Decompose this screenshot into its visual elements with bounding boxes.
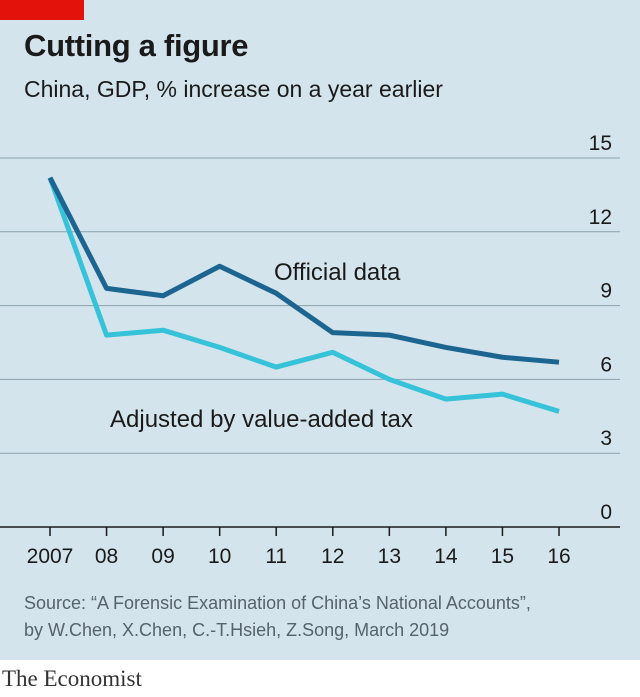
chart-subtitle: China, GDP, % increase on a year earlier — [24, 76, 443, 102]
x-tick-label: 08 — [95, 545, 118, 568]
x-tick-label: 10 — [208, 545, 231, 568]
x-tick-label: 13 — [378, 545, 401, 568]
x-tick-label: 12 — [321, 545, 344, 568]
y-tick-label: 3 — [600, 427, 612, 450]
x-tick-label: 15 — [491, 545, 514, 568]
series-line-official — [47, 176, 560, 365]
y-tick-label: 0 — [600, 501, 612, 524]
x-tick-label: 2007 — [27, 545, 74, 568]
line-chart: 0 3 6 9 12 15 2007 08 09 10 11 12 13 14 15 16 Official… — [0, 132, 620, 568]
series-label-official: Official data — [274, 259, 401, 286]
y-tick-label: 9 — [600, 280, 612, 303]
source-line-2: by W.Chen, X.Chen, C.-T.Hsieh, Z.Song, M… — [24, 620, 450, 640]
source-note: Source: “A Forensic Examination of China… — [24, 590, 624, 644]
brand-wordmark: The Economist — [2, 666, 142, 691]
brand-red-tag — [0, 0, 84, 20]
y-tick-label: 12 — [589, 206, 612, 229]
source-line-1: Source: “A Forensic Examination of China… — [24, 593, 531, 613]
x-tick-label: 16 — [547, 545, 570, 568]
y-tick-label: 6 — [600, 353, 612, 376]
y-tick-label: 15 — [589, 132, 612, 155]
series-line-adjusted — [47, 176, 560, 414]
chart-title: Cutting a figure — [24, 28, 249, 63]
x-tick-label: 11 — [265, 545, 287, 568]
x-tick-label: 09 — [151, 545, 174, 568]
series-label-adjusted: Adjusted by value-added tax — [110, 406, 413, 433]
x-tick-label: 14 — [434, 545, 458, 568]
